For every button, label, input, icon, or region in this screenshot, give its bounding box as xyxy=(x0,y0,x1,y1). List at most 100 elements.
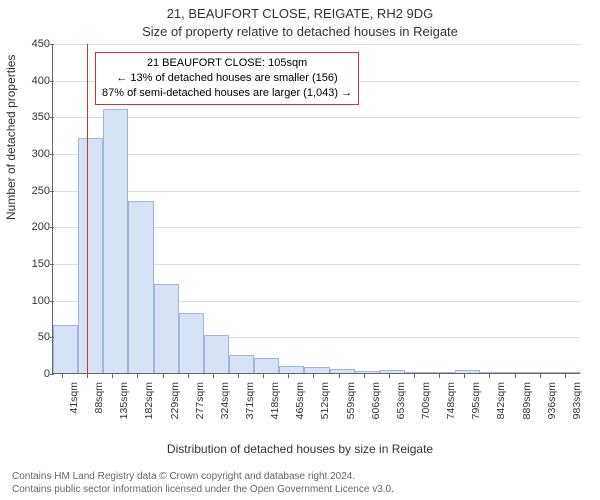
x-tick-mark xyxy=(163,374,164,378)
x-tick-label: 795sqm xyxy=(470,382,482,432)
y-tick-label: 450 xyxy=(22,38,50,50)
x-tick-mark xyxy=(112,374,113,378)
x-tick-mark xyxy=(313,374,314,378)
x-tick-label: 371sqm xyxy=(244,382,256,432)
histogram-bar xyxy=(128,201,153,373)
histogram-bar xyxy=(380,370,405,373)
x-tick-mark xyxy=(540,374,541,378)
x-tick-mark xyxy=(389,374,390,378)
gridline xyxy=(53,44,580,45)
x-tick-label: 88sqm xyxy=(93,382,105,432)
x-tick-label: 135sqm xyxy=(118,382,130,432)
x-tick-mark xyxy=(339,374,340,378)
x-tick-mark xyxy=(188,374,189,378)
y-tick-mark xyxy=(50,154,54,155)
histogram-bar xyxy=(304,367,329,373)
histogram-bar xyxy=(179,313,204,373)
footer-attribution: Contains HM Land Registry data © Crown c… xyxy=(12,470,588,496)
x-tick-label: 229sqm xyxy=(169,382,181,432)
y-tick-label: 0 xyxy=(22,368,50,380)
y-tick-mark xyxy=(50,191,54,192)
x-tick-mark xyxy=(565,374,566,378)
x-tick-mark xyxy=(87,374,88,378)
gridline xyxy=(53,154,580,155)
histogram-bar xyxy=(480,372,505,373)
x-tick-label: 418sqm xyxy=(269,382,281,432)
y-tick-mark xyxy=(50,81,54,82)
y-tick-label: 50 xyxy=(22,331,50,343)
y-tick-label: 250 xyxy=(22,185,50,197)
y-tick-mark xyxy=(50,227,54,228)
x-tick-label: 748sqm xyxy=(445,382,457,432)
x-axis-label: Distribution of detached houses by size … xyxy=(0,442,600,456)
gridline xyxy=(53,117,580,118)
y-tick-label: 200 xyxy=(22,221,50,233)
x-tick-mark xyxy=(263,374,264,378)
y-tick-mark xyxy=(50,264,54,265)
chart-title-line2: Size of property relative to detached ho… xyxy=(0,24,600,39)
y-tick-label: 400 xyxy=(22,75,50,87)
x-tick-label: 512sqm xyxy=(319,382,331,432)
histogram-bar xyxy=(506,372,531,373)
x-tick-label: 700sqm xyxy=(420,382,432,432)
histogram-bar xyxy=(78,138,103,373)
x-tick-label: 277sqm xyxy=(194,382,206,432)
y-tick-mark xyxy=(50,301,54,302)
histogram-bar xyxy=(405,372,430,373)
histogram-bar xyxy=(330,369,355,373)
x-tick-mark xyxy=(515,374,516,378)
chart-plot-area: 21 BEAUFORT CLOSE: 105sqm← 13% of detach… xyxy=(52,44,580,374)
x-tick-label: 606sqm xyxy=(370,382,382,432)
annotation-box: 21 BEAUFORT CLOSE: 105sqm← 13% of detach… xyxy=(95,52,359,105)
y-tick-mark xyxy=(50,337,54,338)
histogram-bar xyxy=(430,372,455,373)
x-tick-label: 653sqm xyxy=(395,382,407,432)
y-tick-mark xyxy=(50,374,54,375)
histogram-bar xyxy=(455,370,480,373)
x-tick-mark xyxy=(62,374,63,378)
y-tick-label: 300 xyxy=(22,148,50,160)
x-tick-label: 559sqm xyxy=(345,382,357,432)
x-tick-label: 324sqm xyxy=(219,382,231,432)
chart-title-line1: 21, BEAUFORT CLOSE, REIGATE, RH2 9DG xyxy=(0,6,600,21)
footer-line2: Contains public sector information licen… xyxy=(12,484,394,495)
y-tick-mark xyxy=(50,44,54,45)
histogram-bar xyxy=(531,372,556,373)
x-tick-label: 465sqm xyxy=(294,382,306,432)
x-tick-mark xyxy=(137,374,138,378)
annotation-line: 21 BEAUFORT CLOSE: 105sqm xyxy=(102,56,352,71)
y-tick-label: 100 xyxy=(22,295,50,307)
x-tick-label: 936sqm xyxy=(546,382,558,432)
x-tick-mark xyxy=(288,374,289,378)
x-tick-label: 983sqm xyxy=(571,382,583,432)
histogram-bar xyxy=(279,366,304,373)
histogram-bar xyxy=(154,284,179,373)
x-tick-label: 842sqm xyxy=(495,382,507,432)
x-tick-mark xyxy=(489,374,490,378)
footer-line1: Contains HM Land Registry data © Crown c… xyxy=(12,471,355,482)
histogram-bar xyxy=(556,372,581,373)
x-tick-mark xyxy=(464,374,465,378)
annotation-line: ← 13% of detached houses are smaller (15… xyxy=(102,71,352,86)
histogram-bar xyxy=(204,335,229,373)
x-tick-mark xyxy=(439,374,440,378)
x-tick-label: 41sqm xyxy=(68,382,80,432)
x-tick-mark xyxy=(238,374,239,378)
y-tick-label: 350 xyxy=(22,111,50,123)
x-tick-mark xyxy=(364,374,365,378)
histogram-bar xyxy=(254,358,279,373)
histogram-bar xyxy=(229,355,254,373)
y-tick-label: 150 xyxy=(22,258,50,270)
gridline xyxy=(53,191,580,192)
y-axis-label: Number of detached properties xyxy=(4,55,18,220)
histogram-bar xyxy=(355,371,380,373)
x-tick-label: 182sqm xyxy=(143,382,155,432)
reference-line xyxy=(87,44,88,373)
x-tick-mark xyxy=(414,374,415,378)
x-tick-mark xyxy=(213,374,214,378)
histogram-bar xyxy=(103,109,128,373)
histogram-bar xyxy=(53,325,78,373)
y-tick-mark xyxy=(50,117,54,118)
x-tick-label: 889sqm xyxy=(521,382,533,432)
annotation-line: 87% of semi-detached houses are larger (… xyxy=(102,86,352,101)
